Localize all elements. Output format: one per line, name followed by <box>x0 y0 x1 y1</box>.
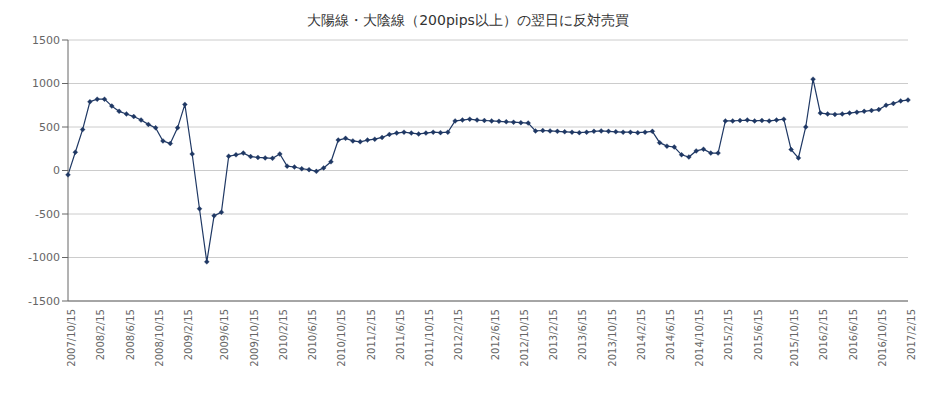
svg-text:2017/2/15: 2017/2/15 <box>906 309 917 360</box>
svg-text:1500: 1500 <box>32 34 60 47</box>
svg-text:2011/10/15: 2011/10/15 <box>424 309 435 367</box>
svg-text:-1500: -1500 <box>28 295 60 308</box>
svg-text:500: 500 <box>39 121 60 134</box>
svg-text:2016/2/15: 2016/2/15 <box>818 309 829 360</box>
svg-text:-1000: -1000 <box>28 251 60 264</box>
html-text:大陽線・大陰線（200pips以上）の翌日に反対売買: 大陽線・大陰線（200pips以上）の翌日に反対売買 <box>307 12 629 28</box>
svg-text:2013/6/15: 2013/6/15 <box>577 309 588 360</box>
svg-text:2009/2/15: 2009/2/15 <box>183 309 194 360</box>
svg-text:2015/10/15: 2015/10/15 <box>789 309 800 367</box>
svg-text:2016/10/15: 2016/10/15 <box>877 309 888 367</box>
svg-text:2014/2/15: 2014/2/15 <box>636 309 647 360</box>
svg-text:2015/2/15: 2015/2/15 <box>723 309 734 360</box>
svg-text:2008/2/15: 2008/2/15 <box>95 309 106 360</box>
svg-text:2010/6/15: 2010/6/15 <box>307 309 318 360</box>
svg-text:2015/6/15: 2015/6/15 <box>753 309 764 360</box>
svg-text:2014/10/15: 2014/10/15 <box>694 309 705 367</box>
svg-text:2008/10/15: 2008/10/15 <box>154 309 165 367</box>
svg-text:2007/10/15: 2007/10/15 <box>66 309 77 367</box>
svg-text:2013/2/15: 2013/2/15 <box>548 309 559 360</box>
svg-text:0: 0 <box>53 164 60 177</box>
svg-text:2008/6/15: 2008/6/15 <box>125 309 136 360</box>
svg-text:2009/10/15: 2009/10/15 <box>249 309 260 367</box>
svg-text:2016/6/15: 2016/6/15 <box>848 309 859 360</box>
svg-text:2012/6/15: 2012/6/15 <box>490 309 501 360</box>
svg-text:2010/2/15: 2010/2/15 <box>278 309 289 360</box>
svg-text:2009/6/15: 2009/6/15 <box>219 309 230 360</box>
svg-text:2010/10/15: 2010/10/15 <box>336 309 347 367</box>
svg-text:2011/2/15: 2011/2/15 <box>366 309 377 360</box>
svg-text:1000: 1000 <box>32 77 60 90</box>
svg-text:2013/10/15: 2013/10/15 <box>607 309 618 367</box>
svg-text:-500: -500 <box>35 208 60 221</box>
svg-text:2011/6/15: 2011/6/15 <box>395 309 406 360</box>
svg-text:2012/2/15: 2012/2/15 <box>453 309 464 360</box>
svg-text:2014/6/15: 2014/6/15 <box>665 309 676 360</box>
svg-text:2012/10/15: 2012/10/15 <box>519 309 530 367</box>
